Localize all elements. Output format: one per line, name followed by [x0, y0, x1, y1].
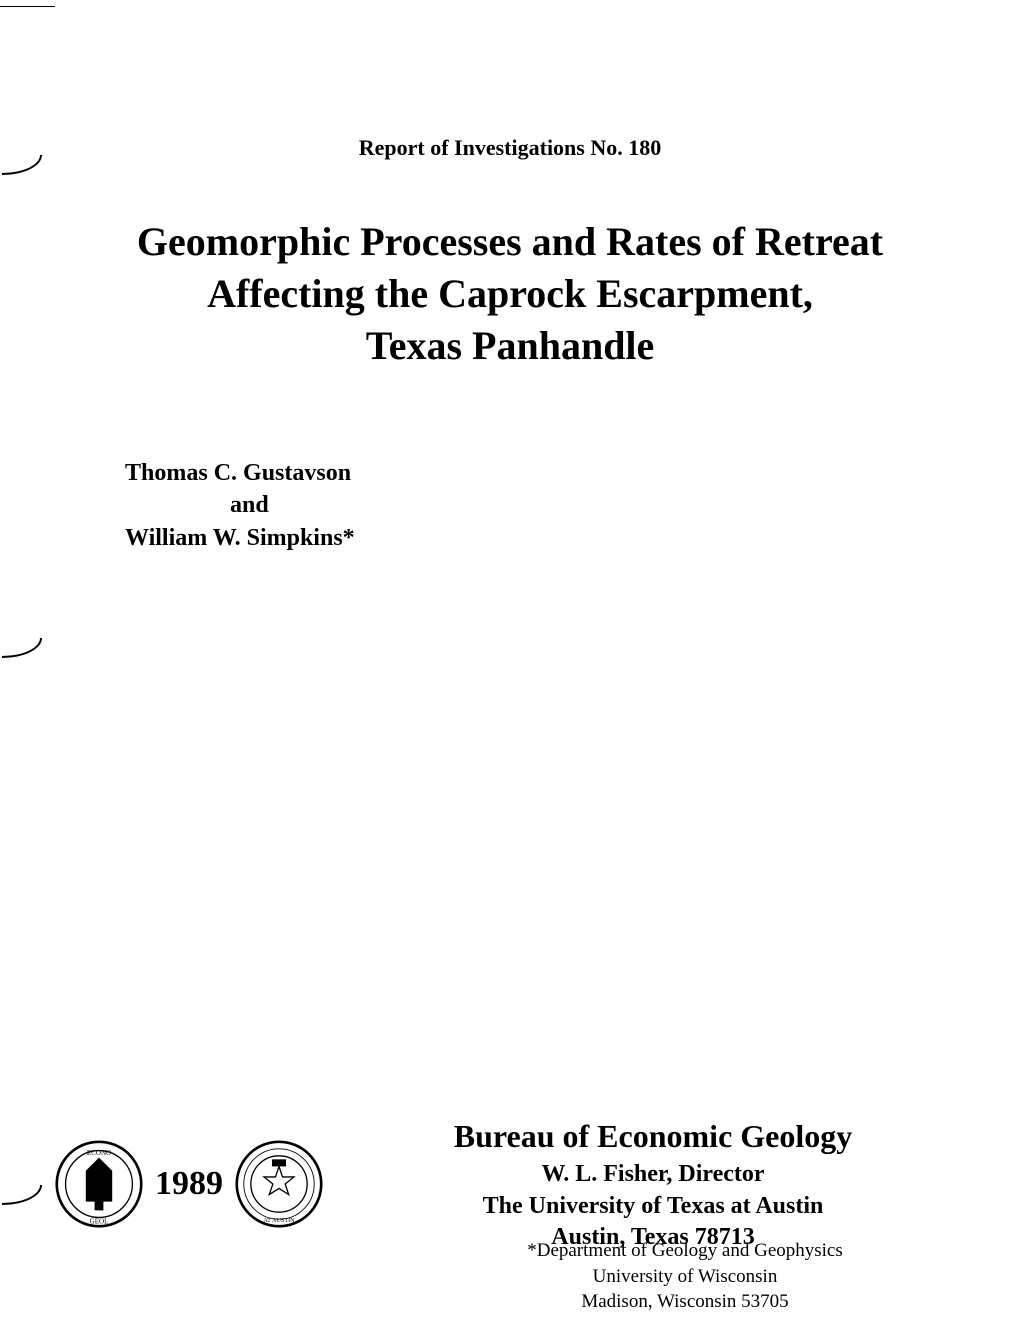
- series-label: Report of Investigations No. 180: [359, 135, 662, 160]
- author-1: Thomas C. Gustavson: [125, 457, 965, 489]
- svg-text:AT AUSTIN: AT AUSTIN: [263, 1218, 295, 1224]
- seals-year-group: ECONO GEOL 1989 AT AUSTIN: [55, 1140, 323, 1228]
- scan-artifact-curve-3: [2, 1185, 42, 1205]
- svg-text:ECONO: ECONO: [87, 1149, 111, 1157]
- footer-block: ECONO GEOL 1989 AT AUSTIN: [55, 1116, 965, 1253]
- beg-seal-icon: ECONO GEOL: [55, 1140, 143, 1228]
- publication-year: 1989: [155, 1165, 223, 1203]
- bureau-name: Bureau of Economic Geology: [341, 1116, 965, 1158]
- scan-artifact-curve-2: [2, 638, 42, 658]
- affiliation-line-1: *Department of Geology and Geophysics: [405, 1238, 965, 1264]
- title-line-3: Texas Panhandle: [55, 320, 965, 372]
- bureau-block: Bureau of Economic Geology W. L. Fisher,…: [341, 1116, 965, 1253]
- svg-text:GEOL: GEOL: [90, 1218, 109, 1226]
- authors-block: Thomas C. Gustavson and William W. Simpk…: [125, 457, 965, 554]
- scan-artifact-curve-1: [2, 155, 42, 175]
- title-line-1: Geomorphic Processes and Rates of Retrea…: [55, 216, 965, 268]
- affiliation-line-3: Madison, Wisconsin 53705: [405, 1289, 965, 1315]
- affiliation-line-2: University of Wisconsin: [405, 1264, 965, 1290]
- page-container: Report of Investigations No. 180 Geomorp…: [0, 0, 1020, 1323]
- ut-seal-icon: AT AUSTIN: [235, 1140, 323, 1228]
- main-title: Geomorphic Processes and Rates of Retrea…: [55, 216, 965, 372]
- author-2: William W. Simpkins*: [125, 522, 965, 554]
- author-and: and: [230, 489, 965, 521]
- bureau-director: W. L. Fisher, Director: [341, 1159, 965, 1190]
- bureau-university: The University of Texas at Austin: [341, 1191, 965, 1222]
- title-line-2: Affecting the Caprock Escarpment,: [55, 268, 965, 320]
- footer-row: ECONO GEOL 1989 AT AUSTIN: [55, 1116, 965, 1253]
- series-title: Report of Investigations No. 180: [55, 135, 965, 161]
- scan-artifact-line: [0, 6, 55, 7]
- affiliation-note: *Department of Geology and Geophysics Un…: [405, 1238, 965, 1315]
